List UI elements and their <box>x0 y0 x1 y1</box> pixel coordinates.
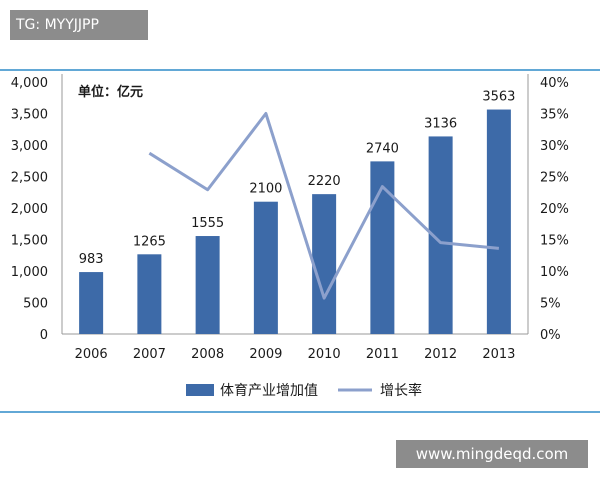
left-tick-label: 1,500 <box>11 234 48 249</box>
bar <box>312 194 337 334</box>
x-axis-labels: 2006 2007 2008 2009 2010 2011 2012 2013 <box>75 347 516 362</box>
left-tick-label: 2,000 <box>11 202 48 217</box>
x-tick-label: 2012 <box>424 347 457 362</box>
right-tick-label: 25% <box>540 171 569 186</box>
bar-value-label: 1555 <box>191 216 224 231</box>
right-tick-label: 5% <box>540 297 561 312</box>
legend: 体育产业增加值 增长率 <box>186 382 422 399</box>
left-tick-label: 4,000 <box>11 76 48 91</box>
watermark-top: TG: MYYJJPP <box>10 10 148 40</box>
right-tick-label: 40% <box>540 76 569 91</box>
bar-value-label: 2740 <box>366 141 399 156</box>
left-tick-label: 2,500 <box>11 171 48 186</box>
bar <box>486 109 511 334</box>
watermark-bottom: www.mingdeqd.com <box>396 440 588 468</box>
x-tick-label: 2011 <box>366 347 399 362</box>
right-tick-label: 15% <box>540 234 569 249</box>
right-axis-ticks: 0% 5% 10% 15% 20% 25% 30% 35% 40% <box>540 76 569 343</box>
bar <box>370 161 395 334</box>
bar <box>253 201 278 334</box>
bar <box>195 236 220 334</box>
x-tick-label: 2013 <box>482 347 515 362</box>
right-tick-label: 0% <box>540 328 561 343</box>
right-tick-label: 35% <box>540 108 569 123</box>
bar-data-labels: 983 1265 1555 2100 2220 2740 3136 3563 <box>79 90 516 268</box>
left-tick-label: 500 <box>23 297 48 312</box>
left-axis-ticks: 0 500 1,000 1,500 2,000 2,500 3,000 3,500 4,000 <box>11 76 48 343</box>
bar-value-label: 3136 <box>424 116 457 131</box>
unit-label: 单位：亿元 <box>78 84 143 100</box>
bar-series <box>79 109 511 334</box>
left-tick-label: 3,000 <box>11 139 48 154</box>
bar-value-label: 983 <box>79 252 104 267</box>
right-tick-label: 10% <box>540 265 569 280</box>
growth-rate-line <box>148 112 500 300</box>
left-tick-label: 1,000 <box>11 265 48 280</box>
x-tick-label: 2006 <box>75 347 108 362</box>
bar-value-label: 2220 <box>308 174 341 189</box>
legend-bar-label: 体育产业增加值 <box>220 383 318 399</box>
bar-value-label: 3563 <box>482 90 515 105</box>
bar-value-label: 2100 <box>249 182 282 197</box>
legend-line-label: 增长率 <box>380 382 422 399</box>
x-tick-label: 2009 <box>249 347 282 362</box>
bar <box>79 272 104 334</box>
line-series <box>148 112 500 300</box>
x-tick-label: 2007 <box>133 347 166 362</box>
x-tick-label: 2008 <box>191 347 224 362</box>
chart-frame <box>0 69 600 413</box>
left-tick-label: 3,500 <box>11 108 48 123</box>
right-tick-label: 30% <box>540 139 569 154</box>
bar <box>137 254 162 334</box>
left-tick-label: 0 <box>40 328 48 343</box>
right-tick-label: 20% <box>540 202 569 217</box>
bar-value-label: 1265 <box>133 234 166 249</box>
legend-bar-swatch <box>186 384 214 396</box>
x-tick-label: 2010 <box>308 347 341 362</box>
